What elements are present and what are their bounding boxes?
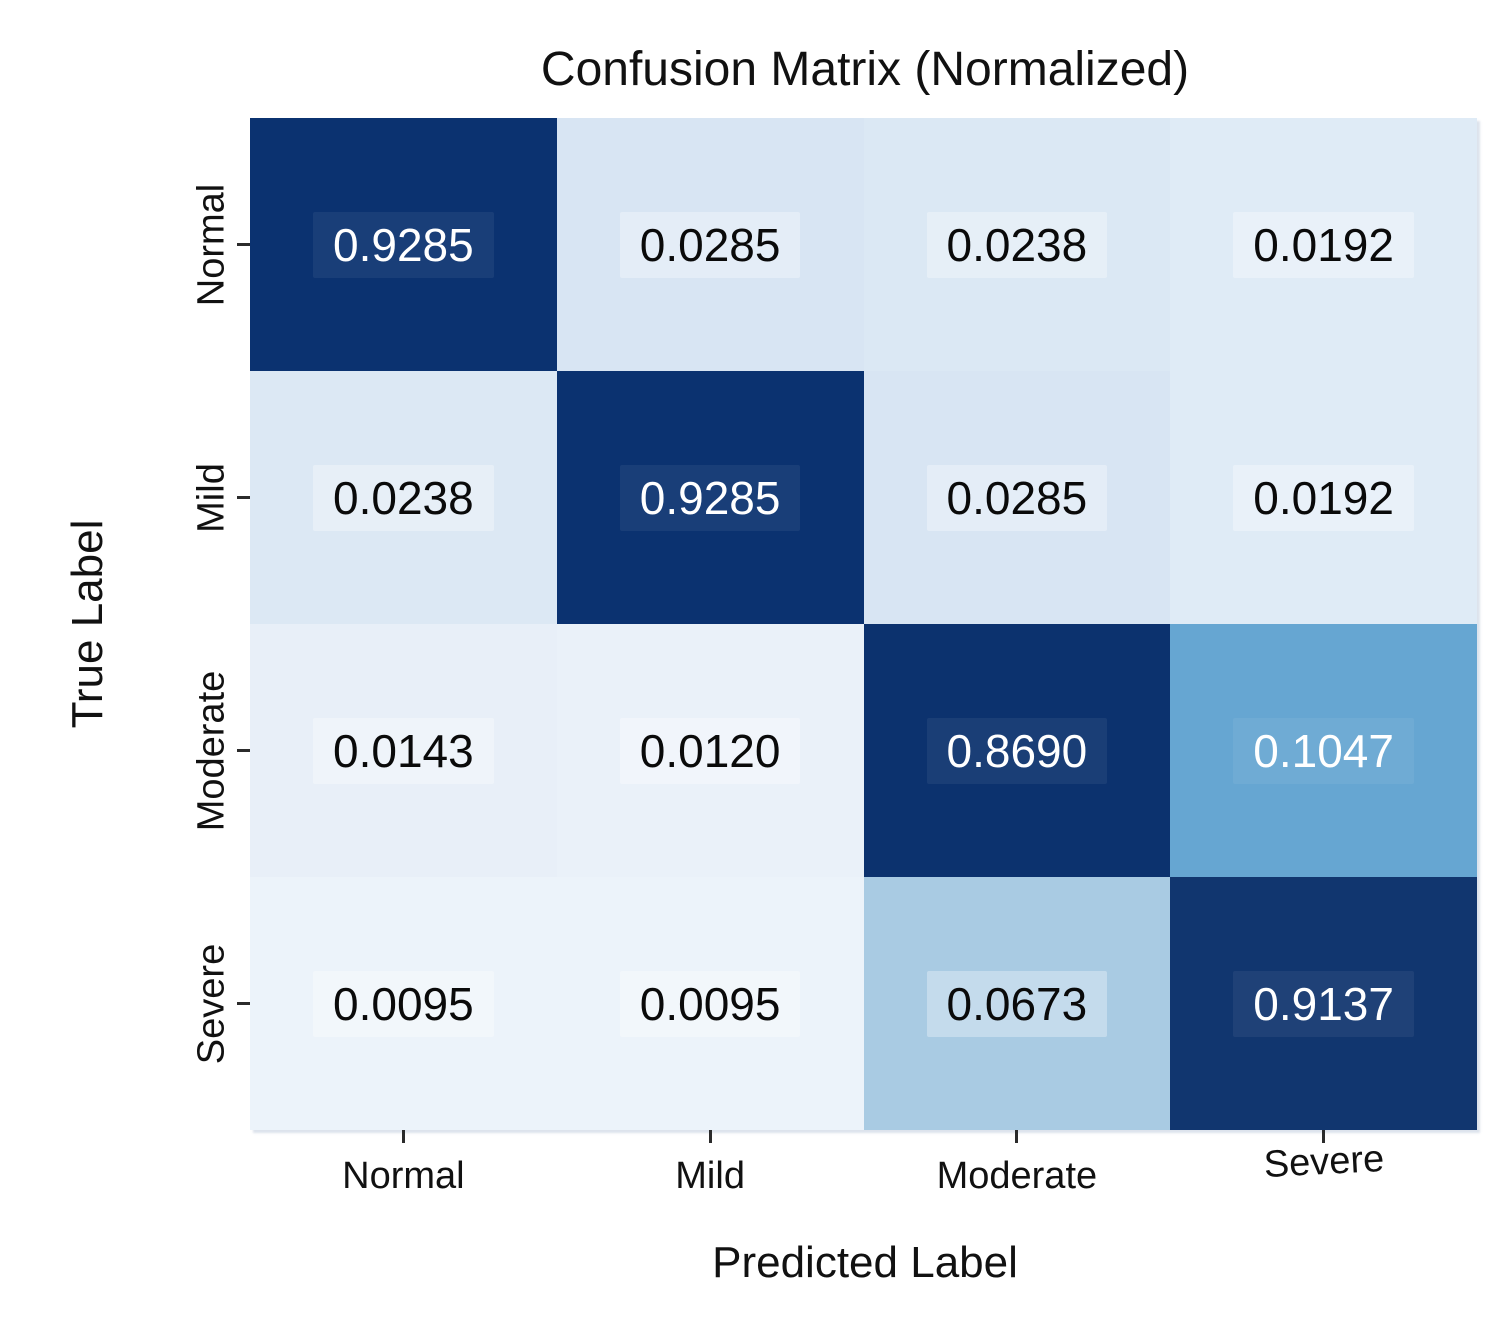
heatmap-cell: 0.0192 (1170, 371, 1477, 624)
y-tick-label: Moderate (190, 670, 233, 831)
cell-value: 0.9285 (619, 464, 801, 531)
heatmap-cell: 0.9285 (250, 118, 557, 371)
cell-value: 0.0238 (313, 464, 494, 531)
cell-value: 0.0238 (926, 211, 1108, 278)
x-tick-mark (708, 1130, 712, 1143)
heatmap-cell: 0.9285 (556, 371, 864, 624)
y-tick-mark (237, 243, 250, 246)
x-tick-label: Normal (342, 1155, 465, 1197)
cell-value: 0.0673 (926, 970, 1108, 1037)
cell-value: 0.0143 (313, 717, 494, 784)
heatmap-cell: 0.0192 (1170, 118, 1477, 371)
cell-value: 0.0285 (619, 211, 801, 278)
cell-value: 0.9137 (1233, 970, 1414, 1037)
x-tick-mark (1322, 1130, 1326, 1143)
y-tick-mark (237, 496, 250, 499)
heatmap-cell: 0.0238 (250, 371, 557, 624)
cell-value: 0.8690 (926, 717, 1108, 784)
y-axis-title: True Label (63, 519, 112, 729)
heatmap-cell: 0.0285 (556, 118, 864, 371)
x-tick-label: Mild (675, 1155, 745, 1197)
heatmap-cell: 0.0238 (863, 118, 1171, 371)
cell-value: 0.9285 (313, 211, 494, 278)
heatmap-cell: 0.1047 (1170, 624, 1477, 877)
cell-value: 0.0095 (313, 970, 494, 1037)
cell-value: 0.0192 (1233, 211, 1414, 278)
heatmap-cell: 0.8690 (863, 624, 1171, 877)
cell-value: 0.0285 (926, 464, 1108, 531)
y-tick-mark (237, 1002, 250, 1005)
x-tick-label: Severe (1262, 1137, 1385, 1187)
heatmap-grid: 0.9285 0.0285 0.0238 0.0192 0.0238 0.9285 0.02… (250, 118, 1477, 1130)
heatmap-cell: 0.0673 (863, 877, 1171, 1130)
cell-value: 0.0095 (619, 970, 801, 1037)
cell-value: 0.0192 (1233, 464, 1414, 531)
y-tick-label: Normal (190, 183, 233, 306)
heatmap-cell: 0.0285 (863, 371, 1171, 624)
heatmap-cell: 0.0095 (250, 877, 557, 1130)
heatmap-cell: 0.9137 (1170, 877, 1477, 1130)
heatmap-cell: 0.0095 (556, 877, 864, 1130)
x-tick-mark (1015, 1130, 1019, 1143)
heatmap-cell: 0.0143 (250, 624, 557, 877)
x-axis-title: Predicted Label (712, 1238, 1018, 1287)
x-tick-mark (401, 1130, 405, 1143)
heatmap-cell: 0.0120 (556, 624, 864, 877)
y-tick-label: Severe (190, 943, 233, 1064)
cell-value: 0.0120 (619, 717, 801, 784)
y-tick-label: Mild (190, 462, 233, 533)
y-tick-mark (237, 749, 250, 752)
chart-title: Confusion Matrix (Normalized) (540, 43, 1190, 96)
cell-value: 0.1047 (1233, 717, 1414, 784)
x-tick-label: Moderate (936, 1155, 1098, 1197)
